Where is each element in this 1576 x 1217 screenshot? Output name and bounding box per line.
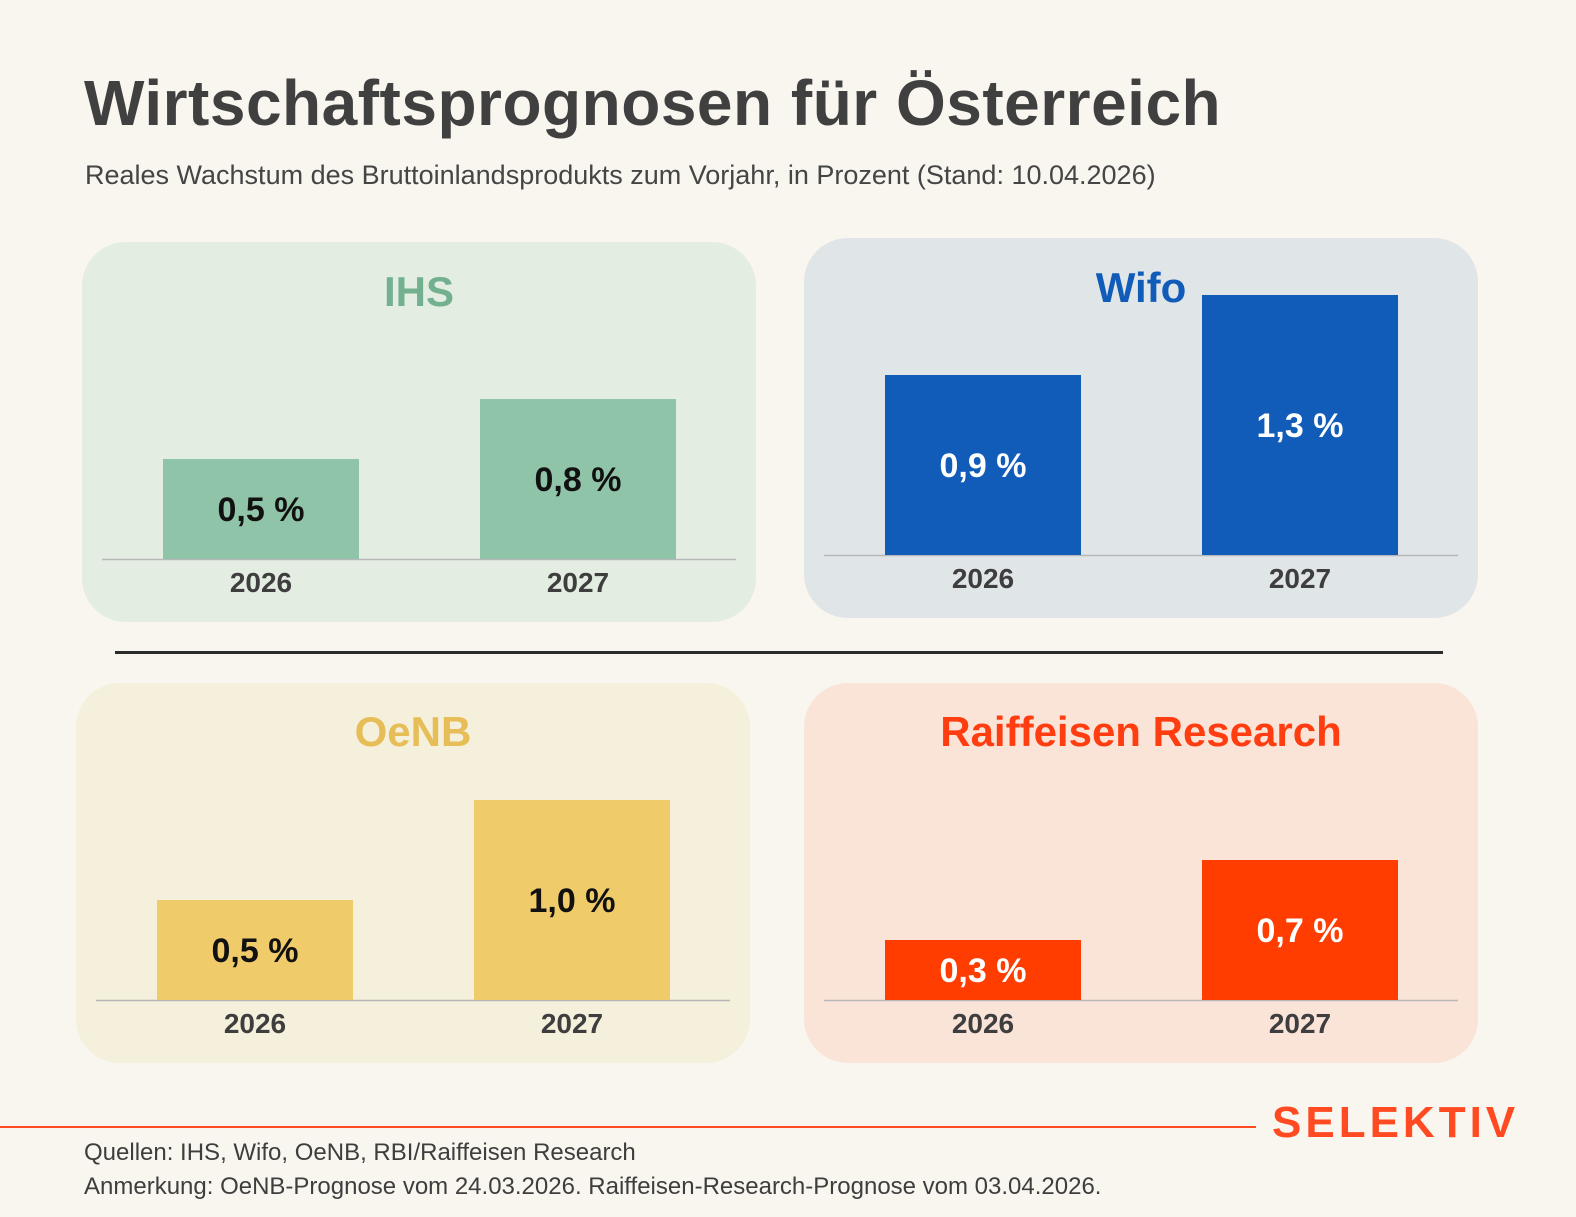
brand-logo: SELEKTIV <box>1272 1098 1520 1147</box>
panel-oenb: OeNB 0,5 % 2026 1,0 % 2027 <box>76 683 750 1063</box>
bar-value-label: 1,3 % <box>1257 407 1344 445</box>
page-title: Wirtschaftsprognosen für Österreich <box>84 67 1222 139</box>
footer-note: Anmerkung: OeNB-Prognose vom 24.03.2026.… <box>84 1173 1102 1200</box>
panel-wifo: Wifo 0,9 % 2026 1,3 % 2027 <box>804 238 1478 618</box>
panel-ihs: IHS 0,5 % 2026 0,8 % 2027 <box>82 242 756 622</box>
bar-value-label: 1,0 % <box>529 882 616 920</box>
bar-chart-ihs: 0,5 % 2026 0,8 % 2027 <box>102 399 736 598</box>
panel-title: IHS <box>383 268 454 315</box>
x-tick-label: 2026 <box>224 1008 286 1039</box>
bar-value-label: 0,5 % <box>212 932 299 970</box>
footer-source: Quellen: IHS, Wifo, OeNB, RBI/Raiffeisen… <box>84 1139 636 1166</box>
panel-title: Wifo <box>1095 264 1187 311</box>
bar-2026 <box>163 459 359 559</box>
x-tick-label: 2027 <box>541 1008 603 1039</box>
bar-chart-oenb: 0,5 % 2026 1,0 % 2027 <box>96 800 730 1039</box>
bar-2027 <box>1202 295 1398 555</box>
x-tick-label: 2027 <box>547 567 609 598</box>
bar-value-label: 0,3 % <box>940 952 1027 990</box>
x-tick-label: 2027 <box>1269 1008 1331 1039</box>
footer-rule <box>0 1126 1256 1128</box>
bar-2027 <box>1202 860 1398 1000</box>
panel-title: Raiffeisen Research <box>940 708 1342 755</box>
x-tick-label: 2027 <box>1269 563 1331 594</box>
panel-title: OeNB <box>354 708 472 755</box>
bar-value-label: 0,5 % <box>218 491 305 529</box>
panel-raiffeisen: Raiffeisen Research 0,3 % 2026 0,7 % 2027 <box>804 683 1478 1063</box>
page-subtitle: Reales Wachstum des Bruttoinlandsprodukt… <box>85 160 1156 190</box>
bar-chart-wifo: 0,9 % 2026 1,3 % 2027 <box>824 295 1458 594</box>
bar-2027 <box>480 399 676 559</box>
bar-value-label: 0,9 % <box>940 447 1027 485</box>
section-divider <box>115 651 1443 654</box>
bar-value-label: 0,8 % <box>535 461 622 499</box>
bar-value-label: 0,7 % <box>1257 912 1344 950</box>
bar-2027 <box>474 800 670 1000</box>
bar-2026 <box>885 940 1081 1000</box>
bar-2026 <box>157 900 353 1000</box>
x-tick-label: 2026 <box>952 1008 1014 1039</box>
x-tick-label: 2026 <box>952 563 1014 594</box>
x-tick-label: 2026 <box>230 567 292 598</box>
bar-2026 <box>885 375 1081 555</box>
bar-chart-raiffeisen: 0,3 % 2026 0,7 % 2027 <box>824 860 1458 1039</box>
